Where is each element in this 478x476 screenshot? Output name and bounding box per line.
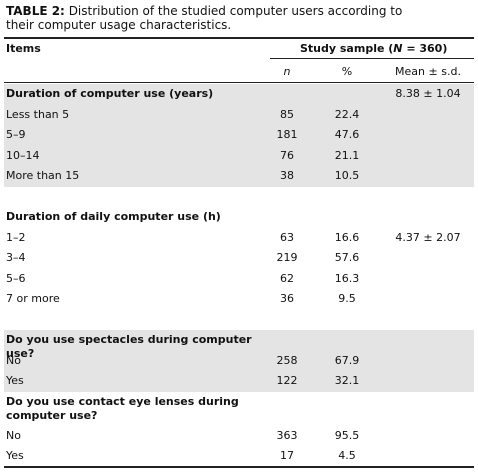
top-rule <box>4 37 474 39</box>
row-label: No <box>6 428 21 442</box>
n-value: 38 <box>280 169 294 182</box>
suffix: = 360) <box>402 42 448 55</box>
n-value: 36 <box>280 292 294 305</box>
n-value: 258 <box>276 353 298 367</box>
n-header: n <box>283 65 291 78</box>
table-title: Distribution of the studied computer use… <box>6 4 403 32</box>
bottom-rule <box>4 466 474 468</box>
symbol: N <box>393 42 403 55</box>
percent-value: 16.3 <box>334 271 360 285</box>
percent-header: % <box>341 65 353 78</box>
row-label: No <box>6 353 21 367</box>
row-label: 7 or more <box>6 292 60 305</box>
section-title: Do you use contact eye lenses during com… <box>6 394 239 422</box>
sub-rule <box>270 58 474 59</box>
study-sample-header: Study sample (N = 360) <box>300 42 447 55</box>
section-title: Duration of daily computer use (h) <box>6 210 221 223</box>
n-value: 17 <box>280 449 294 462</box>
percent-value: 32.1 <box>334 374 360 387</box>
row-label: More than 15 <box>6 169 80 182</box>
mean-value: 4.37 ± 2.07 <box>395 230 461 244</box>
row-label: 3–4 <box>6 251 26 264</box>
row-label: Yes <box>6 374 24 387</box>
n-value: 63 <box>280 230 294 244</box>
n-value: 122 <box>276 374 298 387</box>
section-title: Do you use spectacles during computer us… <box>6 333 252 360</box>
percent-value: 67.9 <box>334 353 360 367</box>
percent-value: 10.5 <box>334 169 360 182</box>
percent-value: 22.4 <box>334 107 360 121</box>
n-value: 76 <box>280 148 294 162</box>
row-label: 5–6 <box>6 271 26 285</box>
percent-value: 47.6 <box>334 128 360 141</box>
mean-value: 8.38 ± 1.04 <box>395 87 461 100</box>
section-title: Duration of computer use (years) <box>6 87 214 100</box>
mean-header: Mean ± s.d. <box>395 65 461 78</box>
section-band <box>4 84 474 187</box>
header-rule <box>4 82 474 83</box>
row-label: 1–2 <box>6 230 26 244</box>
row-label: Less than 5 <box>6 107 70 121</box>
percent-value: 4.5 <box>338 449 356 462</box>
row-label: 5–9 <box>6 128 26 141</box>
section-band <box>4 330 474 392</box>
n-value: 85 <box>280 107 294 121</box>
n-value: 363 <box>276 428 298 442</box>
table-caption: TABLE 2: Distribution of the studied com… <box>6 4 426 32</box>
percent-value: 95.5 <box>334 428 360 442</box>
row-label: Yes <box>6 449 24 462</box>
n-value: 219 <box>276 251 298 264</box>
row-label: 10–14 <box>6 148 40 162</box>
percent-value: 21.1 <box>334 148 360 162</box>
percent-value: 9.5 <box>338 292 356 305</box>
percent-value: 16.6 <box>334 230 360 244</box>
n-value: 181 <box>276 128 298 141</box>
percent-value: 57.6 <box>334 251 360 264</box>
n-value: 62 <box>280 271 294 285</box>
table-label: TABLE 2: <box>6 4 65 18</box>
items-header: Items <box>6 42 41 55</box>
prefix: Study sample ( <box>300 42 394 55</box>
